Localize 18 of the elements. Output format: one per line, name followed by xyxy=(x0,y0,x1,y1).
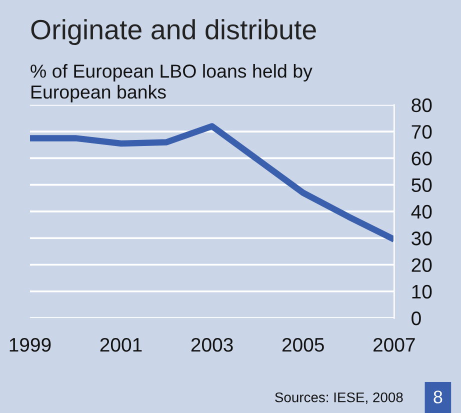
y-tick-label: 20 xyxy=(412,258,432,272)
x-tick-label: 2005 xyxy=(282,338,324,352)
y-tick-label: 70 xyxy=(412,125,432,139)
y-tick-label: 0 xyxy=(412,311,421,326)
chart-title: Originate and distribute xyxy=(31,19,316,45)
y-tick-label: 60 xyxy=(412,152,432,166)
x-tick-label: 2007 xyxy=(374,338,415,352)
y-tick-label: 50 xyxy=(412,178,432,192)
source-note: Sources: IESE, 2008 xyxy=(275,392,403,404)
text: 8 xyxy=(434,390,442,404)
x-tick-label: 1999 xyxy=(10,338,51,352)
y-tick-label: 80 xyxy=(412,98,432,112)
chart-subtitle: % of European LBO loans held by European banks xyxy=(30,64,312,102)
x-tick-label: 2001 xyxy=(100,338,142,352)
x-tick-label: 2003 xyxy=(191,338,233,352)
y-tick-label: 40 xyxy=(411,204,432,219)
y-tick-label: 10 xyxy=(412,284,432,299)
y-tick-label: 30 xyxy=(412,232,432,246)
